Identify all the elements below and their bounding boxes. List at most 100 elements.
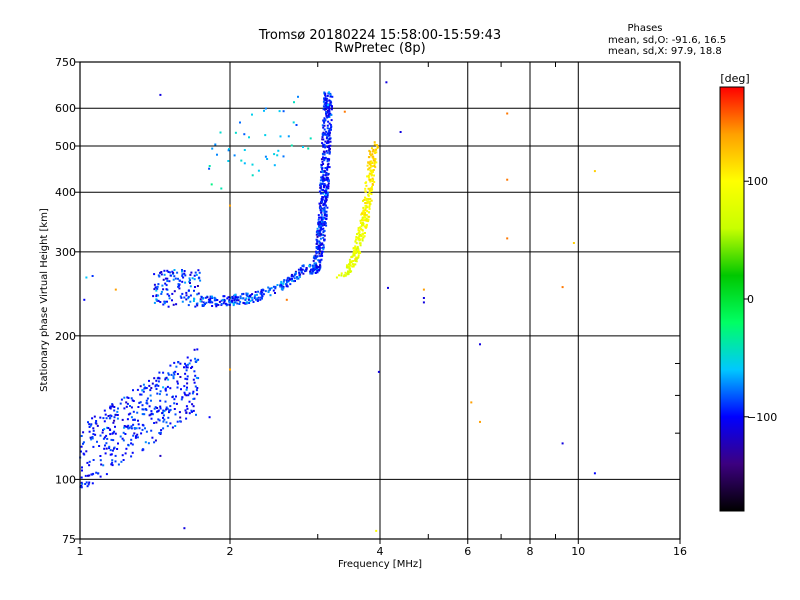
echo-point xyxy=(91,436,94,438)
echo-point xyxy=(364,196,366,199)
echo-point xyxy=(205,301,208,304)
echo-point xyxy=(231,297,234,300)
echo-point xyxy=(371,150,374,153)
echo-point xyxy=(248,297,251,300)
echo-point xyxy=(362,206,365,209)
echo-point xyxy=(167,305,170,308)
echo-point xyxy=(298,274,301,277)
echo-point xyxy=(158,393,161,396)
echo-point xyxy=(365,219,368,222)
echo-point xyxy=(125,447,128,450)
echo-point xyxy=(176,271,179,274)
echo-point xyxy=(254,294,257,297)
echo-point xyxy=(317,247,320,250)
echo-point xyxy=(239,300,242,303)
echo-point xyxy=(323,124,326,127)
echo-point xyxy=(325,193,327,196)
echo-point xyxy=(123,407,126,410)
echo-point xyxy=(365,184,368,187)
echo-point xyxy=(285,298,288,301)
echo-point xyxy=(145,399,148,402)
echo-point xyxy=(318,259,321,262)
echo-point xyxy=(376,146,379,148)
echo-point xyxy=(293,274,296,277)
echo-point xyxy=(85,276,88,279)
echo-point xyxy=(103,436,106,439)
echo-point xyxy=(352,253,355,256)
echo-point xyxy=(213,296,216,299)
echo-point xyxy=(593,472,596,475)
echo-point xyxy=(228,300,231,303)
y-tick-label: 750 xyxy=(55,56,76,69)
echo-point xyxy=(153,283,156,286)
echo-point xyxy=(361,216,364,219)
echo-point xyxy=(238,303,241,305)
echo-point xyxy=(321,142,324,145)
echo-point xyxy=(154,406,157,409)
echo-point xyxy=(263,109,265,112)
echo-point xyxy=(355,248,358,251)
echo-point xyxy=(330,119,333,122)
echo-point xyxy=(278,110,281,113)
echo-point xyxy=(214,298,217,301)
echo-point xyxy=(89,424,92,427)
echo-point xyxy=(234,131,237,134)
echo-point xyxy=(195,273,198,276)
echo-point xyxy=(324,118,327,121)
echo-point xyxy=(111,405,114,408)
echo-point xyxy=(103,420,106,423)
echo-point xyxy=(156,407,159,409)
echo-point xyxy=(150,429,153,432)
echo-point xyxy=(241,293,244,296)
echo-point xyxy=(211,147,214,150)
echo-point xyxy=(85,450,88,453)
echo-point xyxy=(329,95,332,98)
echo-point xyxy=(173,402,176,405)
echo-point xyxy=(104,452,107,455)
echo-point xyxy=(359,233,361,236)
echo-point xyxy=(169,387,172,390)
echo-point xyxy=(166,269,169,272)
echo-point xyxy=(368,156,371,159)
echo-point xyxy=(373,161,376,164)
echo-point xyxy=(371,171,373,174)
echo-point xyxy=(132,410,135,413)
echo-point xyxy=(264,134,267,137)
echo-point xyxy=(320,233,323,236)
echo-point xyxy=(114,413,117,416)
echo-point xyxy=(325,101,328,104)
echo-point xyxy=(311,264,314,267)
echo-point xyxy=(169,274,172,277)
echo-point xyxy=(88,464,91,467)
echo-point xyxy=(320,188,323,191)
echo-point xyxy=(119,435,122,438)
echo-point xyxy=(179,376,182,378)
echo-point xyxy=(91,482,94,485)
echo-point xyxy=(232,304,235,307)
echo-point xyxy=(330,113,333,116)
echo-point xyxy=(109,407,112,410)
echo-point xyxy=(174,425,177,427)
echo-point xyxy=(257,296,260,299)
echo-point xyxy=(327,120,330,123)
echo-point xyxy=(114,288,117,291)
echo-point xyxy=(318,240,321,243)
echo-point xyxy=(150,410,153,413)
echo-point xyxy=(355,256,358,259)
echo-point xyxy=(108,428,111,431)
echo-point xyxy=(255,298,257,301)
echo-point xyxy=(185,291,188,294)
echo-point xyxy=(286,281,288,284)
echo-point xyxy=(199,300,202,303)
echo-point xyxy=(87,421,89,424)
echo-point xyxy=(81,482,84,485)
echo-point xyxy=(422,301,425,304)
echo-point xyxy=(181,273,184,276)
echo-point xyxy=(149,389,152,392)
echo-point xyxy=(282,286,285,288)
echo-point xyxy=(142,408,145,411)
echo-point xyxy=(251,163,254,166)
echo-point xyxy=(180,296,183,299)
echo-point xyxy=(364,226,367,229)
echo-point xyxy=(323,97,325,100)
